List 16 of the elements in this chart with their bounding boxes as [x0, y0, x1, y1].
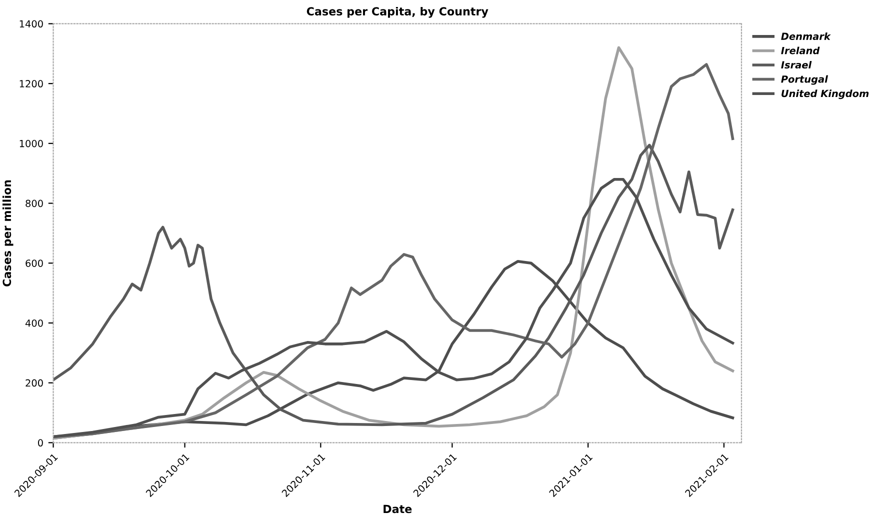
y-tick-label: 0	[38, 439, 43, 447]
y-axis-title: Cases per million	[2, 180, 14, 286]
legend-label: Israel	[781, 61, 812, 69]
y-tick-label: 600	[26, 260, 43, 267]
y-tick-label: 1000	[20, 140, 43, 148]
y-tick-label: 1400	[20, 20, 43, 28]
legend-label: United Kingdom	[782, 90, 869, 100]
x-axis-title: Date	[384, 504, 412, 514]
y-tick-label: 400	[25, 319, 43, 327]
y-tick-label: 200	[26, 379, 43, 387]
y-tick-label: 1200	[20, 80, 43, 88]
y-tick-label: 800	[26, 200, 43, 208]
legend-label: Ireland	[781, 46, 820, 54]
legend-label: Denmark	[781, 32, 831, 40]
legend-label: Portugal	[781, 75, 828, 85]
chart-title: Cases per Capita, by Country	[306, 6, 488, 18]
